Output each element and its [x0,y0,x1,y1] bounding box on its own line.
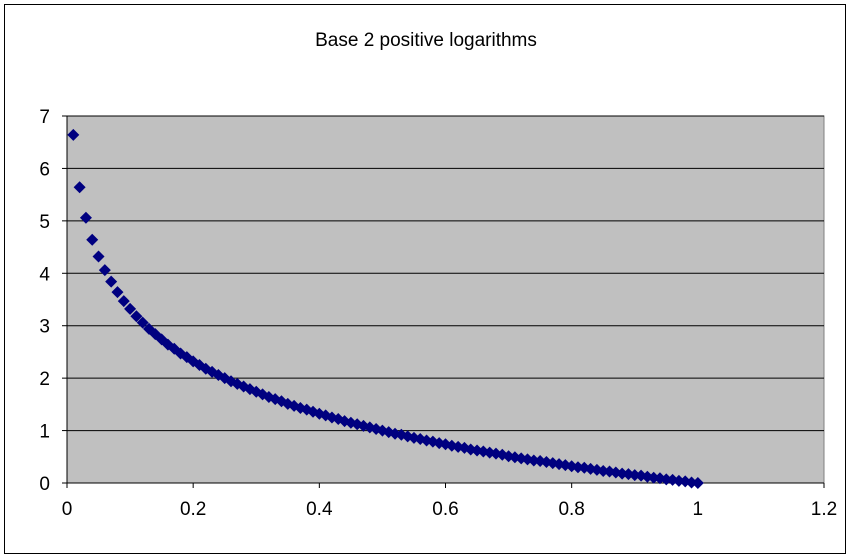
data-point [79,211,92,224]
x-tick-label-1: 0.2 [180,499,206,520]
data-point [130,310,143,323]
data-point [691,477,704,489]
data-point [117,295,130,308]
data-point [86,233,99,246]
x-tick-label-5: 1 [693,499,704,520]
data-point [136,316,149,329]
tick-labels: 0 1 2 3 4 5 6 7 0 0.2 0.4 0.6 0.8 1 1.2 [39,107,837,520]
y-tick-label-5: 5 [39,212,50,233]
y-tick-label-6: 6 [39,159,50,180]
data-point [105,275,118,288]
x-tick-label-3: 0.6 [432,499,458,520]
data-point [92,250,105,263]
y-tick-label-0: 0 [39,474,50,495]
data-point [67,128,80,141]
y-tick-label-7: 7 [39,107,50,128]
x-tick-label-2: 0.4 [306,499,333,520]
data-points [67,128,704,489]
x-tick-label-4: 0.8 [558,499,584,520]
x-tick-label-0: 0 [62,499,73,520]
gridlines [67,115,824,432]
y-tick-label-4: 4 [39,264,50,285]
chart-title: Base 2 positive logarithms [315,30,537,51]
data-point [124,302,137,315]
data-point [111,286,124,299]
y-tick-label-1: 1 [39,422,50,443]
y-tick-label-2: 2 [39,369,50,390]
plot-area [66,115,825,484]
data-point [98,264,111,277]
y-tick-label-3: 3 [39,317,50,338]
x-tick-label-6: 1.2 [811,499,837,520]
data-point [73,181,86,194]
